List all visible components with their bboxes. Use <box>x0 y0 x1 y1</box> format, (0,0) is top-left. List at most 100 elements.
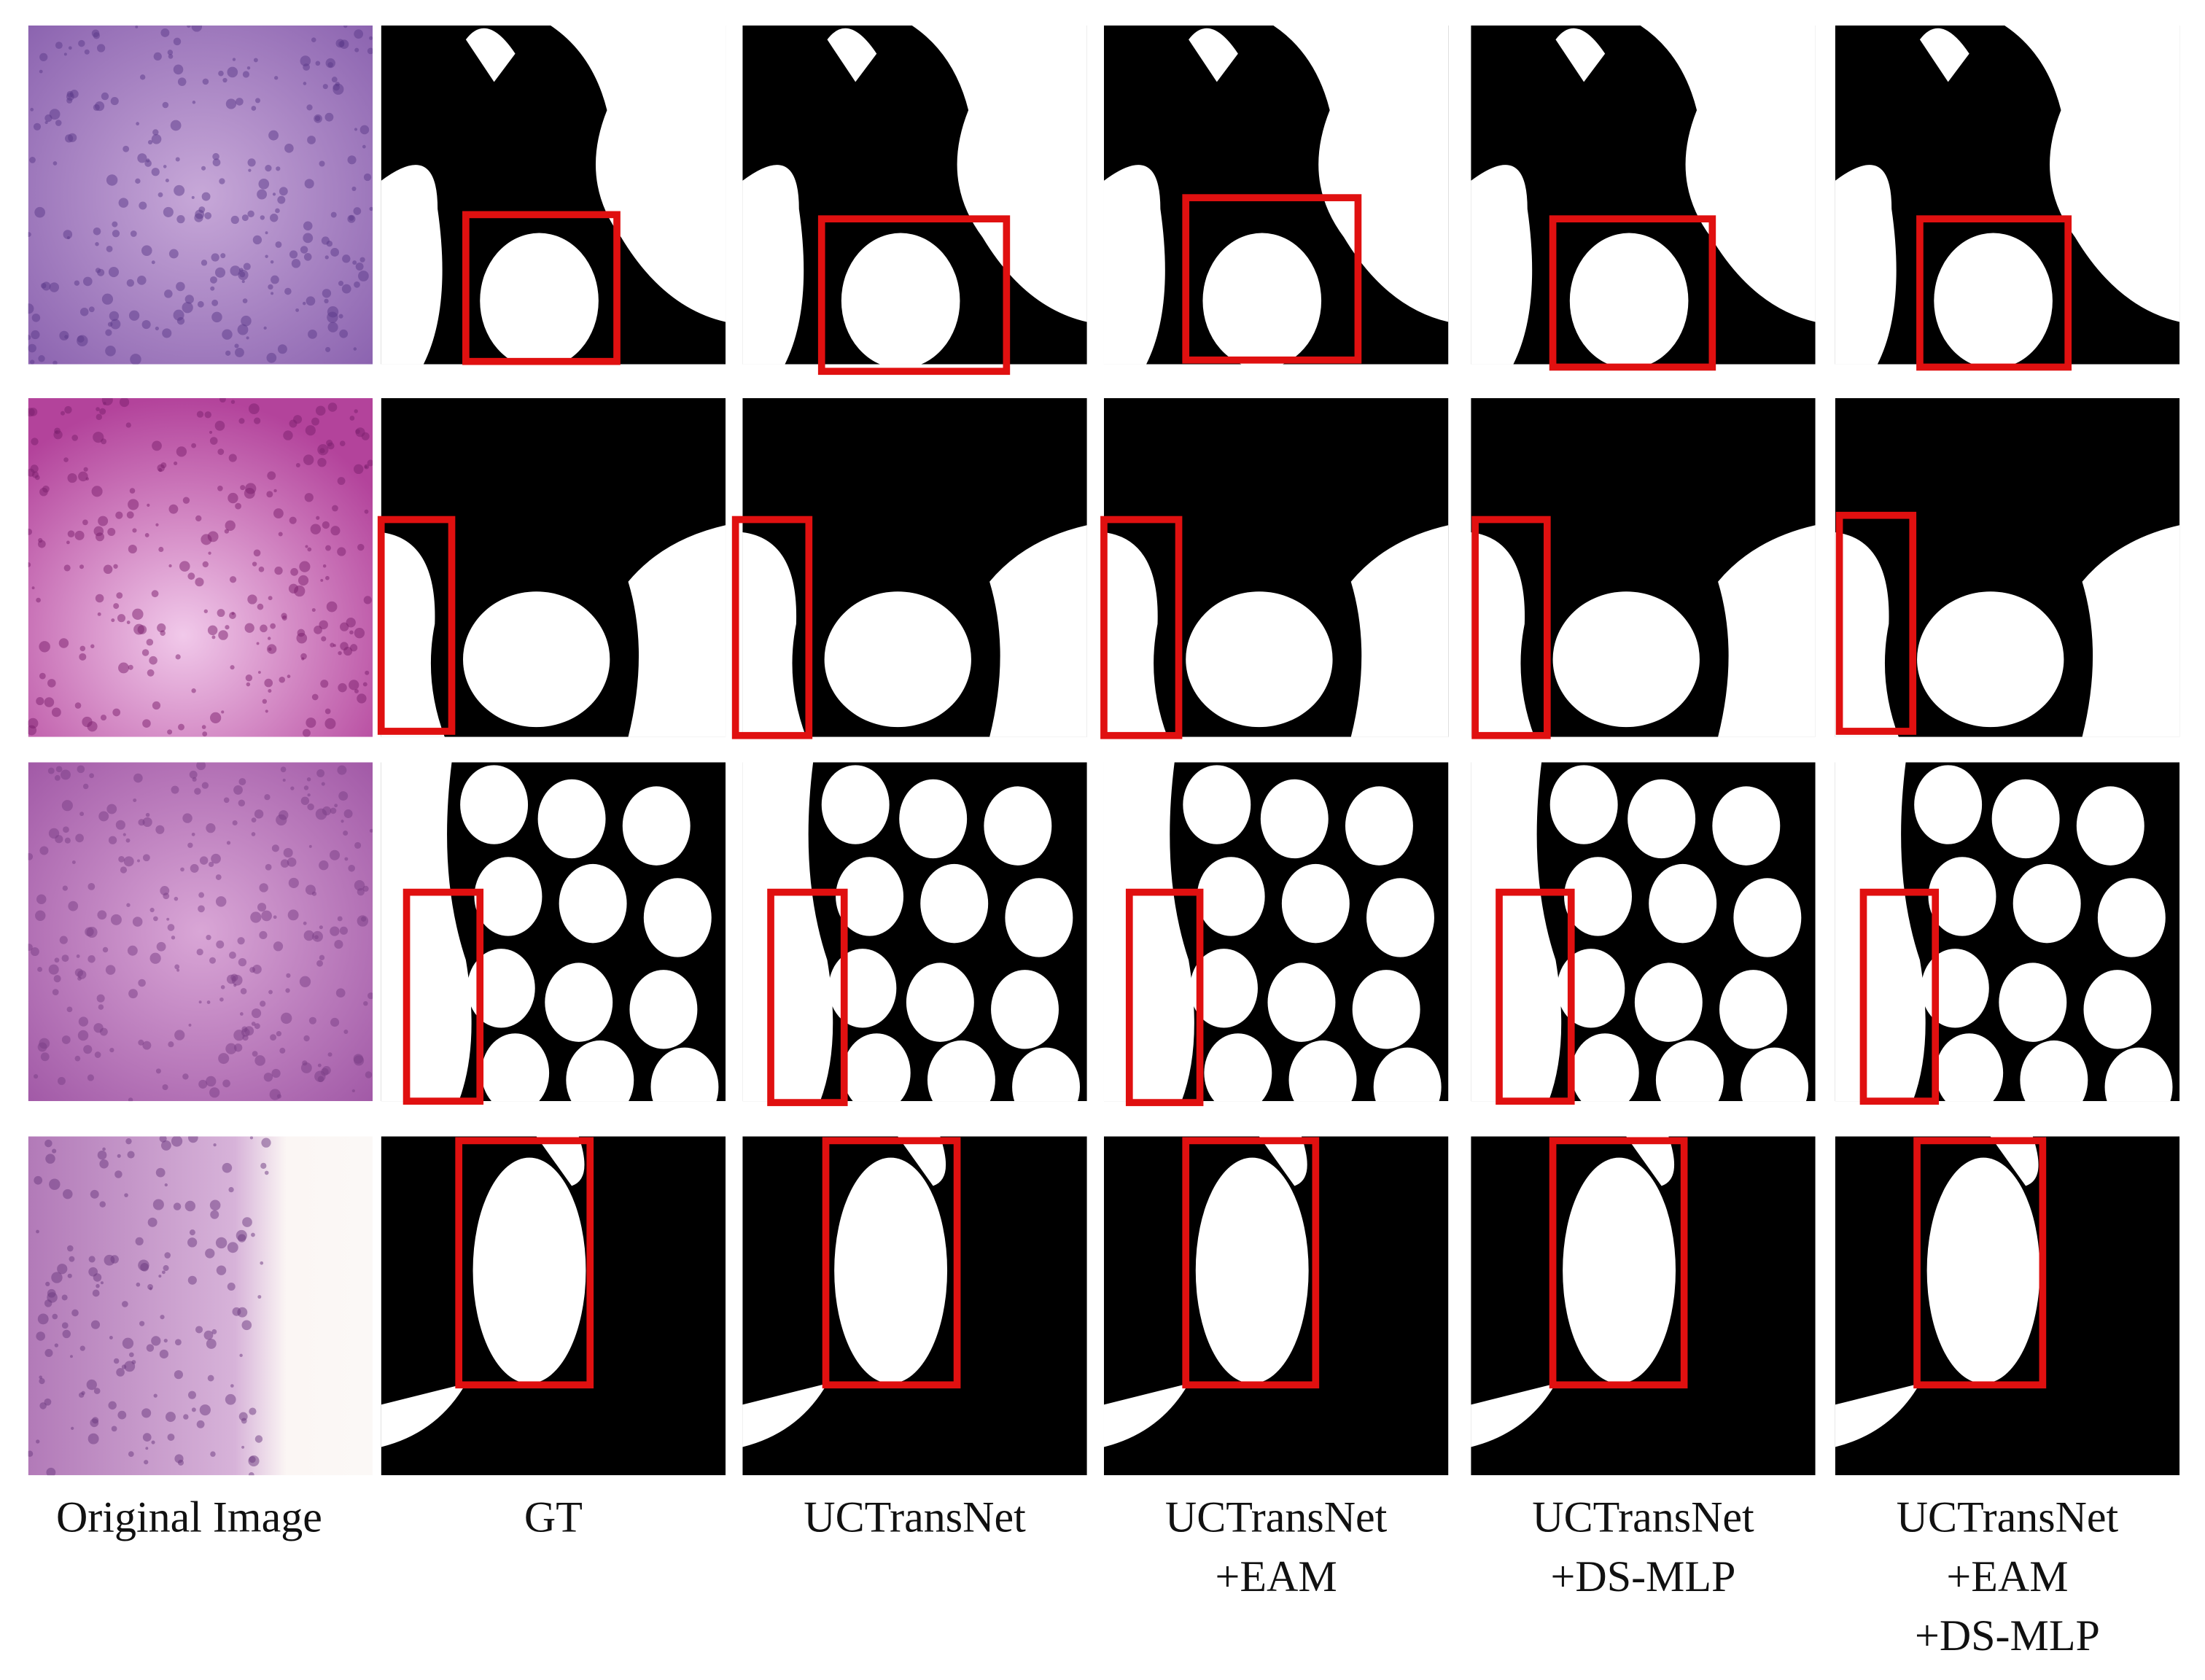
nucleus <box>353 347 357 351</box>
nucleus <box>91 29 100 38</box>
nucleus <box>244 623 254 633</box>
nucleus <box>126 903 131 907</box>
nucleus <box>279 187 288 196</box>
mask-region <box>536 1136 585 1186</box>
nucleus <box>361 432 370 440</box>
nucleus <box>37 1313 49 1325</box>
nucleus <box>28 232 31 237</box>
nucleus <box>74 702 82 709</box>
nucleus <box>177 77 187 86</box>
column-label: +DS-MLP <box>1915 1611 2100 1660</box>
nucleus <box>171 785 179 794</box>
nucleus <box>202 78 209 85</box>
nucleus <box>327 1052 332 1057</box>
mask-blob <box>1549 765 1618 844</box>
nucleus <box>314 1070 326 1082</box>
nucleus <box>188 1023 192 1027</box>
nucleus <box>147 669 155 677</box>
highlight-box <box>1182 194 1362 364</box>
nucleus <box>282 778 286 782</box>
nucleus <box>68 901 79 911</box>
nucleus <box>188 1136 198 1143</box>
nucleus <box>324 708 331 715</box>
nucleus <box>133 623 144 635</box>
nucleus <box>321 782 325 786</box>
mask-blob <box>1571 1033 1639 1102</box>
nucleus <box>71 435 78 441</box>
nucleus <box>303 454 314 465</box>
nucleus <box>93 1388 101 1394</box>
nucleus <box>363 173 372 182</box>
nucleus <box>61 769 71 780</box>
nucleus <box>316 960 324 967</box>
nucleus <box>258 179 270 190</box>
nucleus <box>262 699 268 704</box>
nucleus <box>126 279 135 287</box>
mask-blob <box>622 786 691 866</box>
nucleus <box>88 1256 96 1263</box>
mask-region <box>551 25 726 322</box>
nucleus <box>281 1012 292 1024</box>
nucleus <box>343 25 348 28</box>
nucleus <box>248 403 260 415</box>
highlight-box <box>1859 888 1940 1105</box>
column-label: UCTransNet <box>1897 1493 2119 1541</box>
nucleus <box>280 859 289 868</box>
nucleus <box>94 1051 101 1058</box>
nucleus <box>344 857 349 861</box>
nucleus <box>330 211 337 218</box>
nucleus <box>330 642 335 648</box>
nucleus <box>212 158 221 167</box>
nucleus <box>353 464 364 475</box>
nucleus <box>357 543 365 551</box>
nucleus <box>335 988 346 998</box>
nucleus <box>343 831 349 836</box>
nucleus <box>191 832 195 836</box>
nucleus <box>264 1170 269 1175</box>
nucleus <box>115 511 123 519</box>
nucleus <box>151 1440 155 1444</box>
mask-blob <box>2104 1047 2173 1102</box>
nucleus <box>306 718 316 728</box>
nucleus <box>52 360 58 365</box>
mask-blob <box>650 1047 719 1102</box>
nucleus <box>353 207 362 215</box>
nucleus <box>173 1202 182 1210</box>
nucleus <box>210 1210 219 1219</box>
nucleus <box>324 298 329 304</box>
nucleus <box>152 1199 164 1210</box>
nucleus <box>61 1322 69 1329</box>
nucleus <box>230 400 236 404</box>
nucleus <box>191 25 203 32</box>
nucleus <box>242 71 250 78</box>
nucleus <box>63 1189 73 1199</box>
nucleus <box>268 689 272 693</box>
mask-blob <box>463 591 610 728</box>
nucleus <box>174 184 185 196</box>
nucleus <box>63 826 69 833</box>
mask-region <box>1273 25 1449 322</box>
nucleus <box>38 355 45 362</box>
nucleus <box>64 134 74 143</box>
nucleus <box>97 612 101 616</box>
nucleus <box>102 1147 106 1151</box>
nucleus <box>303 930 314 941</box>
nucleus <box>256 642 260 645</box>
mask-blob <box>899 779 968 859</box>
nucleus <box>277 344 287 354</box>
nucleus <box>321 636 327 642</box>
nucleus <box>66 97 73 104</box>
nucleus <box>225 98 237 109</box>
nucleus <box>230 1384 234 1388</box>
nucleus <box>77 765 85 774</box>
mask-image <box>1835 25 2180 365</box>
nucleus <box>127 1151 135 1159</box>
nucleus <box>217 609 225 618</box>
nucleus <box>287 857 297 867</box>
nucleus <box>176 214 185 224</box>
mask-blob <box>480 233 599 365</box>
nucleus <box>53 975 61 983</box>
nucleus <box>196 1420 205 1428</box>
nucleus <box>36 1331 45 1341</box>
nucleus <box>176 968 180 972</box>
